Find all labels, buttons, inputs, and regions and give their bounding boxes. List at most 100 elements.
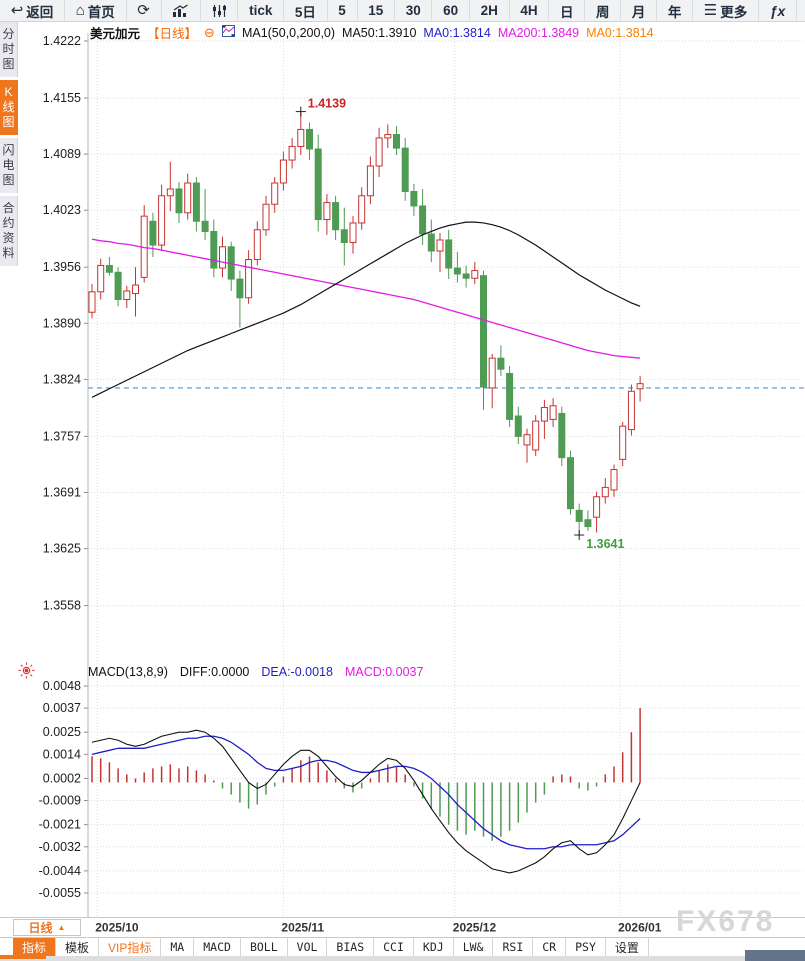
scrollbar-track[interactable]: [0, 956, 805, 961]
toolbar-interval-tick-label: tick: [249, 3, 273, 18]
toolbar-interval-2h[interactable]: 2H: [470, 0, 510, 21]
svg-text:0.0002: 0.0002: [43, 771, 81, 785]
toolbar-interval-15min-label: 15: [368, 3, 384, 18]
tab-bias[interactable]: BIAS: [327, 938, 375, 956]
tab-cci[interactable]: CCI: [374, 938, 414, 956]
toolbar-formula[interactable]: ƒx: [759, 0, 797, 21]
symbol-name: 美元加元: [90, 27, 141, 41]
sidebar-item-3[interactable]: 闪电图: [0, 138, 18, 193]
toolbar-interval-15min[interactable]: 15: [358, 0, 395, 21]
mini-chart-icon[interactable]: [221, 25, 235, 40]
candle: [192, 182, 200, 222]
candle: [175, 188, 183, 214]
toolbar-interval-daily[interactable]: 日: [549, 0, 586, 21]
toolbar-refresh[interactable]: ⟳: [127, 0, 162, 21]
tab-模板[interactable]: 模板: [56, 938, 100, 956]
ma0-blue-value: MA0:1.3814: [423, 25, 491, 40]
toolbar-interval-tick[interactable]: tick: [238, 0, 285, 21]
period-dropdown-button[interactable]: 日线 ▲: [13, 919, 81, 936]
candle: [549, 405, 557, 420]
tab-kdj[interactable]: KDJ: [414, 938, 454, 956]
svg-text:1.4155: 1.4155: [43, 91, 81, 105]
macd-diff-value: DIFF:0.0000: [179, 665, 250, 679]
candle: [210, 230, 218, 269]
candle: [401, 147, 409, 193]
candle: [97, 264, 105, 293]
candle: [149, 220, 157, 246]
candle: [158, 195, 166, 246]
svg-text:-0.0044: -0.0044: [39, 864, 81, 878]
svg-text:2026/01: 2026/01: [618, 921, 662, 935]
candle: [584, 519, 592, 528]
toolbar-interval-day-label: 4H: [520, 3, 538, 18]
tab-boll[interactable]: BOLL: [241, 938, 288, 956]
toolbar-home[interactable]: ⌂ 首页: [65, 0, 127, 21]
candle: [462, 273, 470, 279]
candle: [253, 229, 261, 261]
tab-vip指标[interactable]: VIP指标: [99, 938, 162, 956]
sidebar-item-1[interactable]: 分时图: [0, 22, 18, 77]
sidebar-item-2[interactable]: K线图: [0, 80, 18, 135]
tab-psy[interactable]: PSY: [566, 938, 606, 956]
dea-line: [91, 735, 641, 850]
toolbar-interval-day[interactable]: 4H: [510, 0, 550, 21]
candle: [123, 290, 131, 300]
toolbar-interval-month[interactable]: 月: [621, 0, 658, 21]
toolbar-interval-week-label: 周: [595, 4, 610, 20]
ma50-line: [91, 221, 641, 398]
candle: [332, 202, 340, 231]
candle: [445, 239, 453, 269]
candle: [132, 284, 139, 295]
candle: [271, 182, 279, 205]
toolbar-interval-5day[interactable]: 5日: [284, 0, 328, 21]
candle: [506, 372, 514, 420]
macd-dea-value: DEA:-0.0018: [261, 665, 333, 679]
svg-text:-0.0032: -0.0032: [39, 840, 81, 854]
tab-vol[interactable]: VOL: [288, 938, 328, 956]
indicator-tabbar: 指标 模板 VIP指标 MA MACD BOLL VOL BIAS CCI KDJ LW& RSI CR…: [0, 938, 805, 956]
collapse-icon[interactable]: ⊖: [204, 24, 215, 40]
candle: [558, 412, 566, 459]
candle: [105, 264, 113, 273]
toolbar-more[interactable]: ☰ 更多: [693, 0, 759, 21]
toolbar-interval-30min-label: 30: [405, 3, 421, 18]
period-dropdown-label: 日线: [28, 921, 53, 935]
candle: [627, 390, 635, 431]
tab-lw[interactable]: LW&: [454, 938, 494, 956]
sun-icon[interactable]: [18, 662, 35, 684]
tab-cr[interactable]: CR: [533, 938, 567, 956]
ma0-orange-value: MA0:1.3814: [586, 25, 654, 40]
svg-text:0.0025: 0.0025: [43, 725, 81, 739]
tab-rsi[interactable]: RSI: [493, 938, 534, 956]
toolbar-back[interactable]: ↩ 返回: [0, 0, 66, 21]
candle: [314, 148, 322, 221]
tab-指标[interactable]: 指标: [13, 938, 57, 956]
tab-macd[interactable]: MACD: [194, 938, 241, 956]
sidebar-item-4[interactable]: 合约资料: [0, 196, 18, 266]
macd-macd-value: MACD:0.0037: [344, 665, 424, 679]
toolbar-interval-year[interactable]: 年: [657, 0, 694, 21]
toolbar-interval-60min[interactable]: 60: [432, 0, 470, 21]
svg-text:1.3824: 1.3824: [43, 372, 81, 386]
home-icon: ⌂: [75, 2, 85, 19]
svg-text:1.3558: 1.3558: [43, 599, 81, 613]
toolbar-chart-type-bar[interactable]: [162, 0, 201, 21]
toolbar-interval-week[interactable]: 周: [585, 0, 622, 21]
tab-设置[interactable]: 设置: [606, 938, 649, 956]
toolbar-interval-30min[interactable]: 30: [395, 0, 433, 21]
svg-text:2025/10: 2025/10: [95, 921, 139, 935]
scrollbar-thumb[interactable]: [745, 950, 805, 961]
toolbar-zoom-out[interactable]: ⊖: [797, 0, 805, 21]
candle: [262, 203, 270, 231]
candle: [393, 134, 400, 149]
svg-text:1.3625: 1.3625: [43, 542, 81, 556]
toolbar-interval-5min[interactable]: 5: [328, 0, 358, 21]
candle: [236, 278, 244, 299]
svg-text:0.0014: 0.0014: [43, 747, 81, 761]
candle: [297, 128, 305, 147]
toolbar-chart-type-candle[interactable]: [201, 0, 239, 21]
triangle-up-icon: ▲: [57, 923, 66, 932]
tab-ma[interactable]: MA: [161, 938, 195, 956]
